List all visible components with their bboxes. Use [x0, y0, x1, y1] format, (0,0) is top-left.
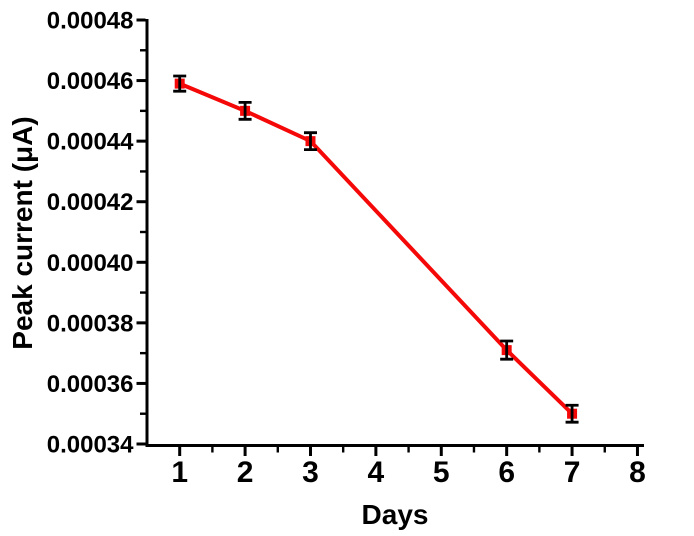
y-tick-label: 0.00046 — [47, 68, 134, 95]
x-tick-label: 6 — [498, 456, 515, 489]
x-tick-label: 4 — [368, 456, 385, 489]
y-axis-title: Peak current (μA) — [7, 116, 38, 349]
y-tick-label: 0.00036 — [47, 371, 134, 398]
x-tick-label: 2 — [237, 456, 254, 489]
plot-area: 0.00048 0.00046 0.00044 0.00042 0.00040 0.000… — [47, 8, 646, 490]
x-tick-label: 8 — [629, 456, 646, 489]
error-bar — [173, 74, 187, 93]
y-tick-label: 0.00048 — [47, 8, 134, 35]
y-tick-label: 0.00044 — [47, 129, 134, 156]
x-tick-label: 5 — [433, 456, 450, 489]
x-tick-label: 3 — [302, 456, 319, 489]
y-tick-label: 0.00034 — [47, 432, 134, 459]
y-tick-label: 0.00040 — [47, 250, 134, 277]
error-bar — [565, 403, 579, 424]
error-bar — [238, 100, 252, 121]
x-tick-label: 7 — [564, 456, 581, 489]
error-bar — [500, 339, 514, 361]
error-bar — [303, 131, 317, 152]
y-tick-label: 0.00042 — [47, 189, 134, 216]
x-axis-title: Days — [362, 499, 429, 530]
x-tick-label: 1 — [171, 456, 188, 489]
y-tick-label: 0.00038 — [47, 310, 134, 337]
